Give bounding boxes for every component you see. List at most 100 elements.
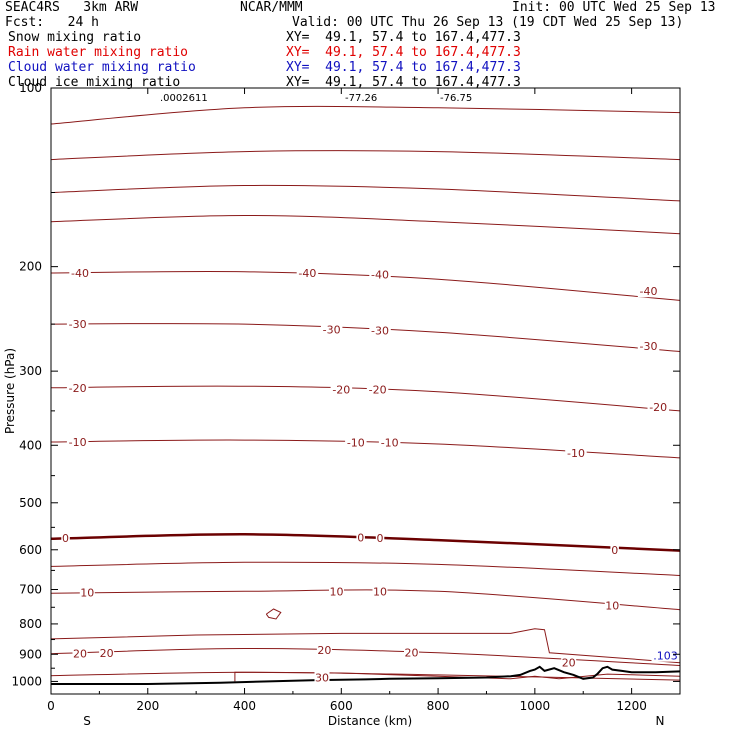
isotherm-line-1 [50,150,681,161]
contour-label-15: -10 [567,447,585,460]
contour-label-11: -20 [649,401,667,414]
contour-label-4: -30 [69,318,87,331]
y-tick-label-6: 700 [19,583,42,597]
contour-label-13: -10 [347,437,365,450]
isotherm-line-6 [50,385,681,412]
contour-label-bg-10 [366,382,389,396]
y-tick-label-3: 400 [19,438,42,452]
contour-label-bg-11 [647,400,669,414]
x-tick-label-0: 0 [47,699,55,713]
contour-labels: -40 -40 -40 -40 -30 -30 -30 -30 -20 -20 -20 -20 -10 -… [61,266,680,685]
y-tick-label-5: 600 [19,543,42,557]
plot-frame [50,87,681,695]
isotherm-line-2 [50,184,681,202]
contour-label-6: -30 [371,324,389,337]
contour-label-bg-3 [637,284,660,298]
isotherm-line-8 [50,533,681,552]
contour-label-18: 0 [377,532,384,545]
contour-label-26: 20 [317,644,331,657]
contour-label-22: 10 [373,586,387,599]
contour-label-21: 10 [330,586,344,599]
contour-label-27: 20 [405,646,419,659]
contour-label-bg-5 [320,322,343,336]
direction-south: S [83,714,91,728]
contour-label-23: 10 [605,600,619,613]
y-tick-label-4: 500 [19,496,42,510]
contour-label-bg-7 [637,338,660,352]
field-rain-name: Rain water mixing ratio [8,45,189,60]
ridge-contour-line [234,671,681,682]
contour-label-bg-15 [565,445,587,459]
isotherm-line-9 [50,561,681,576]
contour-label-bg-13 [345,435,367,449]
y-tick-label-1: 200 [19,260,42,274]
header-center: NCAR/MMM [240,0,303,15]
contour-label-bg-2 [369,267,391,281]
field-cloud-name: Cloud water mixing ratio [8,60,196,75]
header-model: SEAC4RS 3km ARW [5,0,139,15]
x-axis-label: Distance (km) [328,714,412,728]
x-tick-label-1: 200 [136,699,159,713]
contour-label-bg-1 [296,266,319,279]
contour-label-10: -20 [369,383,387,396]
field-cloud-xy: XY= 49.1, 57.4 to 167.4,477.3 [286,60,521,75]
top-strip-value-2: -77.26 [345,93,377,104]
field-rain-xy: XY= 49.1, 57.4 to 167.4,477.3 [286,45,521,60]
contour-label-bg-8 [66,380,89,394]
contour-label-bg-23 [604,598,620,612]
header-init: Init: 00 UTC Wed 25 Sep 13 [512,0,716,15]
contour-label-bg-25 [99,646,115,660]
contour-label-bg-12 [66,435,89,448]
warm-contour-line [50,628,681,664]
x-tick-label-4: 800 [427,699,450,713]
field-ice-name: Cloud ice mixing ratio [8,75,181,90]
contour-label-19: 0 [611,544,618,557]
y-axis-label: Pressure (hPa) [3,348,17,434]
isotherm-line-11 [50,647,681,666]
isotherm-line-0 [50,105,681,125]
extra-contours [50,608,681,682]
contour-label-31: .103 [653,650,678,663]
y-tick-label-8: 900 [19,647,42,661]
contour-label-0: -40 [71,267,89,280]
terrain-line [51,665,681,685]
contour-label-1: -40 [298,267,316,280]
x-tick-label-3: 600 [330,699,353,713]
top-strip-value-1: .0002611 [160,93,208,104]
contour-label-bg-19 [610,542,619,556]
y-tick-label-2: 300 [19,364,42,378]
contour-label-28: 20 [562,657,576,670]
contour-label-bg-31 [651,648,680,662]
contour-label-bg-14 [378,435,401,449]
contour-label-24: 20 [73,648,87,661]
contour-label-3: -40 [640,285,658,298]
contour-label-2: -40 [371,268,389,281]
x-tick-label-2: 400 [233,699,256,713]
contour-label-17: 0 [357,532,364,545]
header-valid: Valid: 00 UTC Thu 26 Sep 13 (19 CDT Wed … [292,15,684,30]
contour-label-7: -30 [640,340,658,353]
contour-label-bg-17 [356,530,365,544]
contour-label-20: 10 [80,586,94,599]
direction-north: N [656,714,665,728]
header-fcst: Fcst: 24 h [5,15,99,30]
contour-label-29: 30 [315,672,329,685]
isotherm-line-4 [50,270,681,301]
contour-label-bg-0 [69,266,91,279]
top-strip-value-3: -76.75 [440,93,472,104]
contour-label-bg-6 [369,323,391,337]
contour-label-12: -10 [69,436,87,449]
field-snow-name: Snow mixing ratio [8,30,142,45]
contour-label-bg-24 [72,646,88,660]
y-tick-label-0: 100 [19,81,42,95]
contour-label-bg-29 [314,670,330,684]
contour-label-8: -20 [69,382,87,395]
terrain-surface-line [51,665,681,685]
contour-label-bg-26 [316,642,332,656]
contour-label-bg-18 [375,530,385,544]
isotherm-line-5 [50,323,681,352]
isotherm-lines [50,105,681,681]
contour-label-9: -20 [332,383,350,396]
